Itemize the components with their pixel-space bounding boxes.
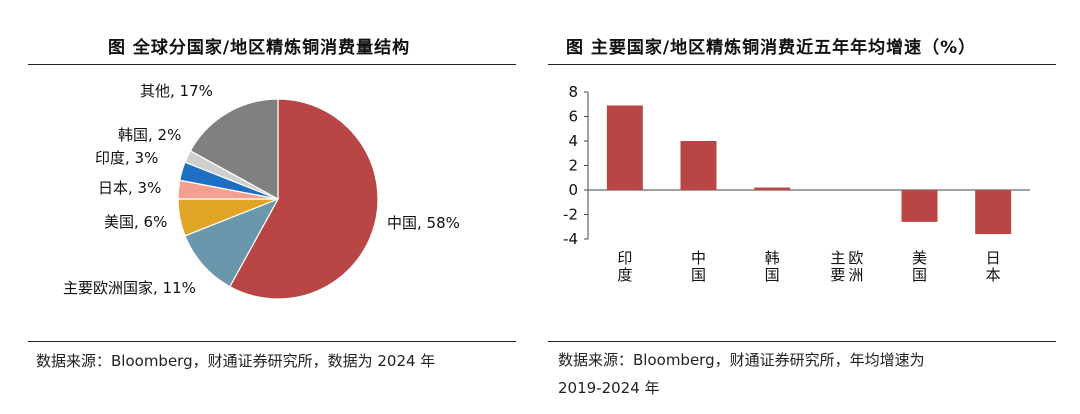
x-tick-label-3: 韩国 bbox=[765, 249, 780, 284]
right-source-note-line2: 2019-2024 年 bbox=[558, 379, 660, 397]
pie-label-5: 印度, 3% bbox=[95, 149, 158, 167]
pie-label-7: 其他, 17% bbox=[140, 82, 213, 100]
right-chart-title: 图 主要国家/地区精炼铜消费近五年年均增速（%） bbox=[566, 38, 977, 58]
left-chart-title: 图 全球分国家/地区精炼铜消费量结构 bbox=[108, 38, 411, 58]
right-title-rule bbox=[548, 64, 1056, 65]
x-tick-label-6: 日本 bbox=[986, 249, 1001, 284]
x-tick-label-5: 美国 bbox=[912, 249, 927, 284]
pie-label-3: 美国, 6% bbox=[104, 213, 167, 231]
left-source-note: 数据来源：Bloomberg，财通证券研究所，数据为 2024 年 bbox=[36, 352, 436, 370]
x-tick-label-1: 印度 bbox=[617, 249, 632, 284]
bar-2 bbox=[680, 141, 717, 190]
pie-label-1: 中国, 58% bbox=[387, 214, 460, 232]
right-bottom-rule bbox=[548, 341, 1056, 342]
y-tick-label: 2 bbox=[568, 157, 578, 175]
y-tick-label: -4 bbox=[563, 230, 578, 248]
y-tick-label: 8 bbox=[568, 83, 578, 101]
pie-label-6: 韩国, 2% bbox=[118, 126, 181, 144]
left-bottom-rule bbox=[28, 341, 516, 342]
bar-6 bbox=[975, 190, 1012, 235]
y-tick-label: 0 bbox=[568, 181, 578, 199]
pie-label-4: 日本, 3% bbox=[98, 179, 161, 197]
y-tick-label: 6 bbox=[568, 108, 578, 126]
x-tick-label-2: 中国 bbox=[691, 249, 706, 284]
left-title-rule bbox=[28, 64, 516, 65]
pie-chart: 中国, 58% 主要欧洲国家, 11% 美国, 6% 日本, 3% 印度, 3% 韩国, … bbox=[63, 82, 460, 300]
bar-5 bbox=[901, 190, 938, 222]
pie-slice-2 bbox=[184, 197, 280, 288]
y-tick-label: -2 bbox=[563, 206, 578, 224]
bar-1 bbox=[606, 105, 643, 190]
pie-label-2: 主要欧洲国家, 11% bbox=[63, 279, 196, 297]
bar-3 bbox=[754, 187, 791, 190]
pie-slice-7 bbox=[189, 98, 279, 201]
right-source-note-line1: 数据来源：Bloomberg，财通证券研究所，年均增速为 bbox=[558, 351, 925, 369]
bar-chart: -4 -2 0 2 4 6 8 印度 中国 韩国 主要欧洲 美国 日本 bbox=[563, 83, 1030, 284]
x-tick-label-4: 主要欧洲 bbox=[830, 249, 863, 284]
y-tick-label: 4 bbox=[568, 132, 578, 150]
pie-slice-1 bbox=[229, 98, 379, 300]
